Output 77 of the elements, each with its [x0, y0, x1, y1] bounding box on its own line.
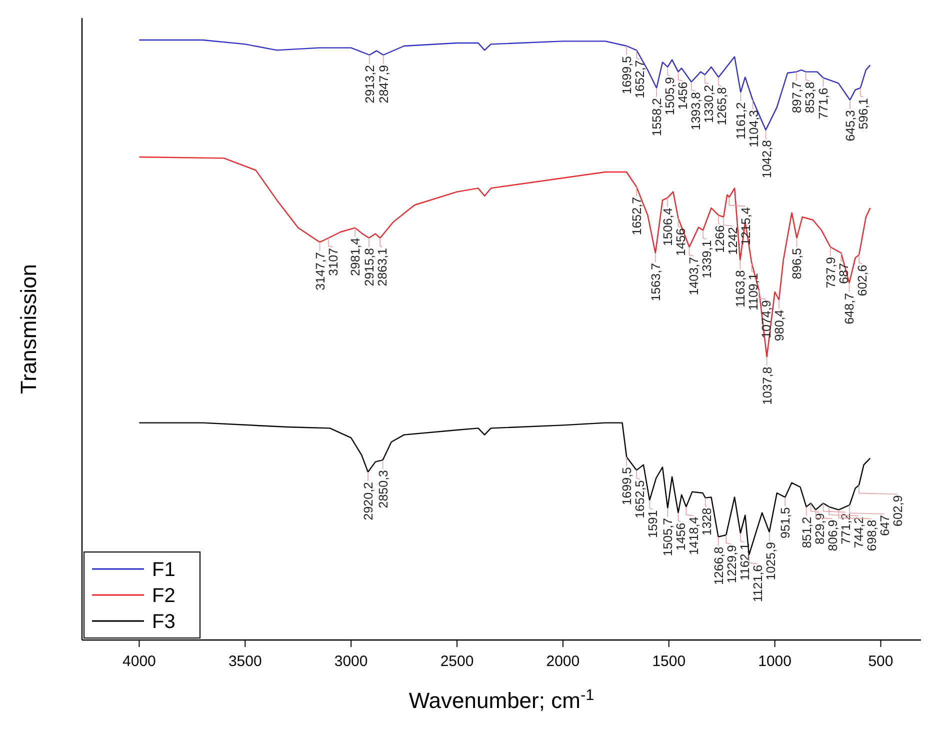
annotation: 648,7: [842, 292, 857, 324]
annotation: 1563,7: [648, 262, 663, 302]
annotation: 1505,9: [663, 76, 678, 116]
annotation: 1393,8: [689, 92, 704, 130]
annotation: 1162,1: [738, 543, 752, 581]
annotation: 737,9: [824, 256, 838, 288]
annotation: 1506,4: [661, 208, 676, 246]
annotation: 645,3: [843, 110, 858, 142]
annotation: 602,6: [856, 264, 870, 296]
x-tick-label: 1500: [652, 653, 686, 670]
annotation: 602,9: [890, 495, 905, 526]
annotation: 1161,2: [734, 102, 748, 140]
annotation: 1456: [674, 228, 688, 256]
y-axis-title: Transmission: [16, 264, 41, 394]
annotation: 596,1: [856, 98, 870, 130]
annotation: 1025,9: [764, 542, 778, 580]
annotation: 1104,3: [747, 110, 762, 148]
annotation: 1215,4: [739, 207, 754, 246]
x-tick-label: 3000: [334, 653, 368, 670]
annotation: 1074,9: [760, 300, 774, 338]
x-tick-label: 4000: [122, 653, 156, 670]
annotation: 687: [836, 262, 851, 284]
annotation: 1652,7: [630, 196, 644, 236]
annotation: 806,9: [826, 520, 840, 552]
annotation: 896,5: [790, 248, 804, 280]
annotation: 980,4: [772, 310, 787, 342]
annotation: 2920,2: [361, 482, 376, 520]
annotation: 1558,2: [650, 98, 664, 136]
annotation: 1229,9: [724, 544, 739, 584]
x-tick-label: 3500: [228, 653, 262, 670]
annotation: 1699,5: [620, 56, 634, 94]
annotation: 1242: [726, 226, 740, 255]
annotation: 698,8: [864, 520, 879, 552]
annotation: 1042,8: [760, 140, 774, 178]
annotation: 2981,4: [348, 238, 363, 276]
x-axis-title: Wavenumber; cm$^{-1}$: [408, 686, 594, 713]
annotation: 2913,2: [362, 64, 377, 104]
x-tick-label: 1000: [758, 653, 792, 670]
legend-label: F3: [152, 611, 176, 633]
annotation: 1266: [713, 225, 728, 254]
annotation: 1456: [674, 522, 688, 551]
annotation: 647: [878, 514, 892, 536]
annotation: 3147,7: [313, 252, 328, 290]
annotation: 771,6: [816, 88, 831, 120]
annotation: 1265,8: [715, 87, 730, 126]
x-tick-label: 2500: [440, 653, 474, 670]
annotation: 744,2: [852, 516, 866, 548]
annotation: 1339,1: [700, 240, 714, 278]
annotation: 3107: [326, 248, 340, 276]
annotation: 1330,2: [702, 84, 716, 124]
annotation: 851,2: [800, 516, 814, 548]
annotation: 1699,5: [620, 466, 634, 506]
annotation: 2847,9: [376, 64, 391, 104]
annotation: 951,5: [778, 507, 793, 538]
annotation: 1456: [676, 82, 690, 110]
annotation: 1403,7: [687, 256, 702, 296]
annotation: 1505,7: [661, 518, 676, 556]
legend-label: F2: [152, 585, 176, 607]
annotation: 2863,1: [375, 248, 390, 286]
annotation: 1121,6: [750, 564, 765, 602]
x-tick-label: 2000: [546, 653, 580, 670]
annotation: 897,7: [790, 82, 804, 114]
annotation: 1652,5: [633, 480, 648, 518]
annotation: 2915,8: [362, 248, 376, 286]
annotation: 2850,3: [376, 470, 390, 508]
annotation: 1109,1: [746, 273, 761, 311]
legend-label: F1: [152, 559, 176, 581]
x-tick-label: 500: [868, 653, 894, 670]
annotation: 1037,8: [760, 366, 774, 406]
annotation: 853,8: [802, 82, 817, 114]
annotation: 1652,7: [633, 60, 648, 98]
annotation: 1591: [646, 510, 660, 538]
annotation: 829,9: [812, 513, 827, 544]
annotation: 1266,8: [712, 546, 726, 586]
annotation: 1328: [700, 508, 714, 536]
annotation: 1163,8: [734, 270, 748, 308]
annotation: 1418,4: [687, 516, 702, 556]
